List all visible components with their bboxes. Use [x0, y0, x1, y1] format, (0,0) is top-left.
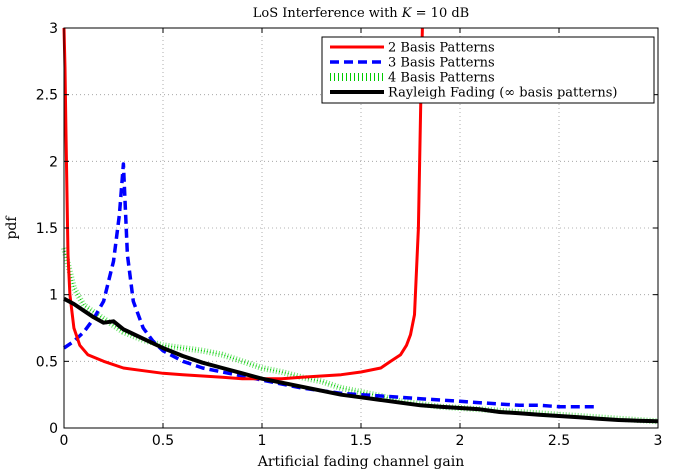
- legend-label-2: 4 Basis Patterns: [388, 71, 495, 86]
- x-tick-label-4: 2: [456, 433, 465, 449]
- y-tick-label-5: 2.5: [36, 88, 58, 104]
- x-axis-label: Artificial fading channel gain: [257, 454, 465, 470]
- chart-title: LoS Interference with K = 10 dB: [253, 6, 469, 21]
- x-tick-label-2: 1: [258, 433, 267, 449]
- legend-label-3: Rayleigh Fading (∞ basis patterns): [388, 86, 618, 101]
- series-line-3: [63, 296, 659, 424]
- series-line-1: [63, 162, 599, 409]
- y-tick-label-1: 0.5: [36, 354, 58, 370]
- y-axis-label: pdf: [4, 215, 20, 240]
- x-tick-label-3: 1.5: [350, 433, 372, 449]
- x-tick-label-1: 0.5: [152, 433, 174, 449]
- series-lines: [61, 27, 659, 425]
- y-tick-label-6: 3: [49, 21, 58, 37]
- x-tick-label-5: 2.5: [548, 433, 570, 449]
- x-tick-label-6: 3: [654, 433, 663, 449]
- x-tick-label-0: 0: [60, 433, 69, 449]
- axis-ticks: 0 0.5 1 1.5 2 2.5 3 0 0.5 1 1.5 2 2.5 3: [36, 21, 663, 449]
- legend-label-1: 3 Basis Patterns: [388, 56, 495, 71]
- series-line-0: [62, 27, 424, 381]
- y-tick-label-4: 2: [49, 154, 58, 170]
- y-tick-label-2: 1: [49, 288, 58, 304]
- legend-label-0: 2 Basis Patterns: [388, 41, 495, 56]
- y-tick-label-3: 1.5: [36, 221, 58, 237]
- y-tick-label-0: 0: [49, 421, 58, 437]
